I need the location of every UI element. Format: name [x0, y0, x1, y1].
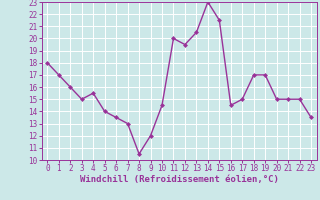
X-axis label: Windchill (Refroidissement éolien,°C): Windchill (Refroidissement éolien,°C): [80, 175, 279, 184]
